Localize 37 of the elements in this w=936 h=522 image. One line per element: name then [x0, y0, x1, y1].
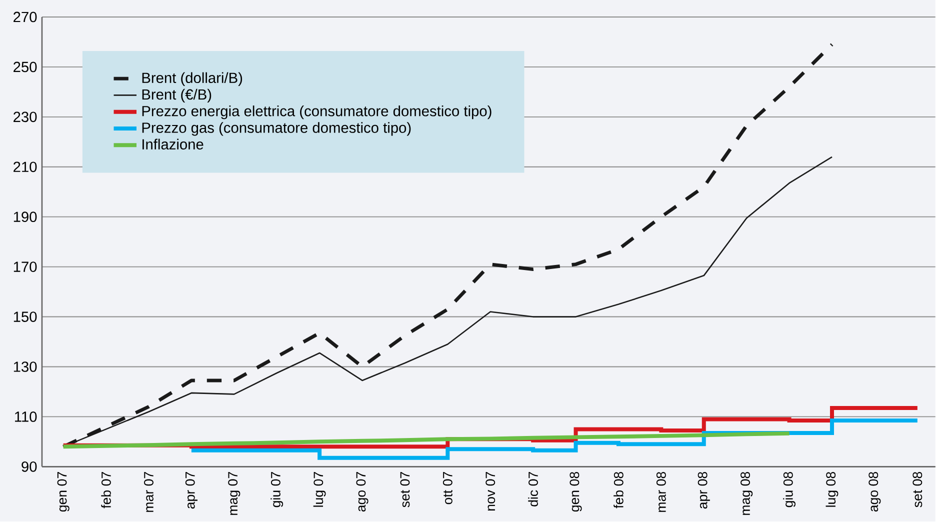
x-tick-label: feb 08 — [614, 472, 624, 508]
x-tick-label: set 08 — [912, 472, 922, 508]
x-tick-label: lug 07 — [313, 472, 326, 507]
x-tick-label: mar 08 — [656, 472, 666, 512]
y-tick-label: 150 — [14, 312, 37, 322]
y-tick-label: 210 — [14, 162, 37, 172]
x-tick-label: lug 08 — [826, 472, 838, 507]
x-tick-label: dic 07 — [528, 472, 538, 507]
legend-label: Prezzo energia elettrica (consumatore domestico tipo) — [142, 106, 492, 120]
y-tick-label: 270 — [14, 12, 37, 22]
y-tick-label: 190 — [14, 212, 37, 222]
line-series — [61, 432, 792, 449]
x-tick-label: set 07 — [400, 472, 410, 508]
x-tick-label: ott 07 — [442, 472, 452, 504]
y-tick-label: 130 — [14, 362, 37, 372]
y-tick-label: 170 — [14, 262, 37, 272]
x-tick-label: mar 07 — [144, 472, 154, 512]
legend-label: Brent (dollari/B) — [142, 72, 242, 86]
x-tick-label: mag 07 — [228, 472, 240, 516]
legend-label: Inflazione — [142, 138, 204, 150]
x-tick-label: nov 07 — [486, 472, 496, 511]
x-tick-label: gen 08 — [570, 472, 582, 512]
x-tick-label: apr 08 — [698, 472, 710, 509]
y-tick-label: 110 — [15, 412, 37, 422]
x-tick-label: giu 08 — [783, 472, 796, 508]
y-tick-label: 230 — [14, 112, 37, 122]
x-tick-label: giu 07 — [270, 472, 284, 508]
legend-label: Brent (€/B) — [142, 89, 212, 103]
x-tick-label: ago 08 — [868, 472, 881, 512]
x-tick-label: apr 07 — [185, 472, 198, 509]
y-tick-label: 250 — [14, 62, 37, 72]
legend-label: Prezzo gas (consumatore domestico tipo) — [142, 122, 411, 136]
x-tick-label: gen 07 — [57, 472, 70, 512]
x-tick-label: mag 08 — [740, 472, 753, 516]
y-tick-label: 90 — [22, 462, 37, 472]
x-tick-label: ago 07 — [356, 472, 368, 512]
x-tick-label: feb 07 — [101, 472, 111, 508]
